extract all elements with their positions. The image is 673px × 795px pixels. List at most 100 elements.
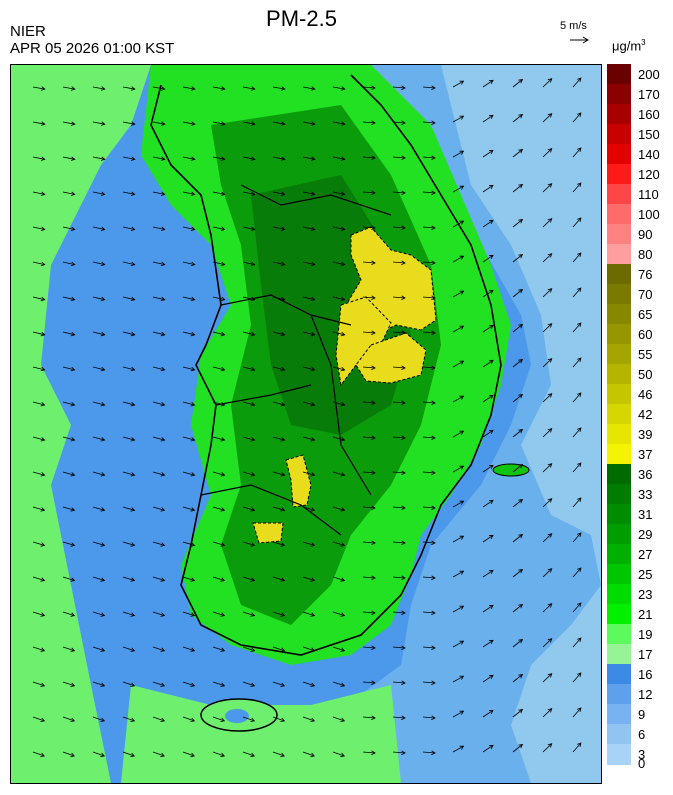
wind-arrow: [362, 681, 376, 684]
wind-arrow-head: [340, 156, 346, 161]
wind-reference-label: 5 m/s: [560, 20, 587, 32]
wind-arrow: [32, 401, 45, 406]
wind-arrow-head: [340, 226, 346, 232]
wind-arrow: [332, 191, 345, 195]
wind-arrow-head: [459, 290, 465, 295]
wind-arrow: [452, 290, 464, 298]
wind-arrow-head: [100, 507, 106, 512]
wind-arrow-head: [577, 112, 582, 117]
wind-arrow-head: [371, 750, 376, 756]
wind-arrow-head: [220, 717, 226, 722]
wind-arrow: [242, 506, 255, 511]
wind-arrow-head: [371, 295, 376, 301]
wind-arrow: [152, 121, 165, 125]
legend-color-cell: [607, 644, 631, 665]
wind-arrow-head: [40, 717, 46, 722]
wind-arrow-head: [70, 612, 76, 617]
wind-arrow: [452, 430, 464, 438]
wind-arrow: [512, 744, 523, 753]
wind-arrow: [452, 745, 464, 753]
legend-color-cell: [607, 704, 631, 725]
wind-arrow-head: [190, 191, 196, 196]
wind-arrow: [62, 261, 75, 265]
legend-label: 23: [638, 587, 653, 602]
wind-arrow: [332, 121, 345, 125]
wind-arrow: [242, 261, 255, 265]
wind-arrow: [182, 681, 195, 687]
wind-arrow-head: [250, 121, 256, 126]
wind-arrow-head: [371, 680, 376, 686]
wind-arrow: [152, 191, 165, 195]
wind-arrow: [332, 681, 345, 687]
wind-arrow: [542, 638, 552, 648]
wind-arrow: [362, 611, 376, 614]
wind-arrow: [542, 393, 552, 403]
wind-arrow-head: [280, 507, 286, 512]
wind-arrow-head: [518, 78, 524, 84]
wind-arrow-head: [40, 191, 46, 196]
wind-arrow-head: [280, 682, 286, 687]
wind-arrow: [152, 646, 165, 652]
wind-arrow: [542, 498, 552, 508]
wind-arrow: [452, 255, 464, 263]
wind-arrow-head: [250, 717, 256, 722]
wind-arrow: [62, 86, 75, 90]
wind-arrow: [182, 226, 195, 230]
wind-arrow: [332, 436, 345, 441]
wind-arrow-head: [70, 507, 76, 512]
wind-arrow: [62, 716, 75, 722]
pm25-map[interactable]: [10, 64, 602, 784]
wind-arrow-head: [100, 402, 106, 407]
legend-label: 80: [638, 247, 653, 262]
wind-arrow: [572, 252, 582, 263]
wind-arrow-head: [70, 542, 76, 547]
wind-arrow-head: [100, 121, 106, 126]
wind-arrow-head: [518, 288, 524, 294]
wind-arrow: [392, 436, 406, 439]
wind-arrow: [92, 156, 105, 160]
wind-arrow-head: [160, 612, 166, 617]
wind-arrow: [212, 646, 225, 652]
wind-arrow: [302, 681, 315, 687]
wind-arrow-head: [488, 219, 494, 225]
wind-arrow: [152, 401, 165, 406]
wind-arrow: [302, 366, 315, 371]
wind-arrow-head: [518, 463, 524, 469]
wind-arrow: [62, 296, 75, 301]
wind-arrow-head: [340, 191, 346, 196]
wind-arrow: [422, 226, 436, 229]
wind-arrow: [572, 147, 582, 158]
wind-arrow: [482, 254, 494, 263]
wind-arrow: [212, 436, 225, 441]
wind-arrow-head: [577, 567, 582, 572]
wind-arrow-head: [40, 156, 46, 161]
legend-color-cell: [607, 324, 631, 345]
wind-arrow: [62, 681, 75, 687]
wind-arrow-head: [431, 85, 436, 91]
wind-arrow: [122, 611, 135, 616]
legend-color-cell: [607, 384, 631, 405]
wind-arrow: [272, 506, 285, 511]
wind-arrow: [392, 716, 406, 719]
wind-arrow: [92, 646, 105, 652]
wind-arrow-head: [310, 612, 316, 617]
legend-label: 65: [638, 307, 653, 322]
wind-arrow-head: [280, 437, 286, 442]
wind-arrow: [392, 226, 406, 229]
wind-arrow: [542, 323, 552, 333]
wind-arrow: [212, 191, 225, 195]
legend-label: 12: [638, 687, 653, 702]
wind-arrow: [242, 401, 255, 406]
wind-arrow-head: [340, 86, 346, 91]
wind-arrow-head: [401, 85, 406, 91]
wind-arrow-head: [518, 708, 524, 714]
wind-arrow-head: [70, 331, 76, 337]
wind-arrow: [422, 471, 436, 474]
wind-arrow-head: [100, 331, 106, 337]
wind-arrow-head: [100, 156, 106, 161]
wind-arrow-head: [190, 86, 196, 91]
wind-arrow-head: [488, 604, 494, 610]
wind-arrow-head: [160, 542, 166, 547]
wind-arrow-head: [431, 120, 436, 126]
wind-arrow-head: [40, 682, 46, 687]
